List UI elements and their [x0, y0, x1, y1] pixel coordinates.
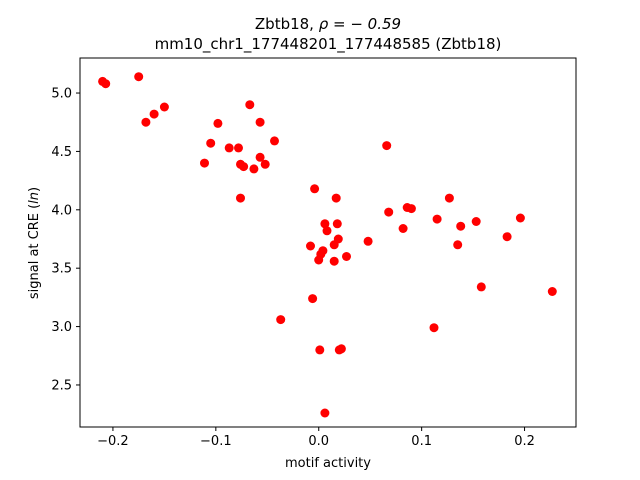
data-point-38 [342, 252, 351, 261]
data-point-17 [255, 152, 265, 162]
data-point-4 [149, 109, 159, 119]
x-axis-ticks: −0.2 −0.1 0.0 0.1 0.2 [97, 427, 535, 449]
data-point-46 [432, 214, 442, 224]
y-tick-label: 4.0 [51, 203, 72, 218]
data-point-29 [320, 408, 330, 418]
data-point-30 [322, 226, 332, 236]
x-axis-label: motif activity [285, 456, 371, 471]
data-point-5 [159, 102, 169, 112]
data-point-1 [101, 79, 111, 89]
x-tick-label: −0.1 [200, 434, 232, 449]
data-point-13 [239, 162, 249, 172]
data-point-10 [234, 143, 243, 153]
y-tick-label: 4.5 [51, 145, 72, 160]
y-axis-label: signal at CRE (ln) [27, 187, 42, 299]
data-point-25 [315, 345, 325, 355]
data-point-37 [336, 344, 346, 354]
data-point-42 [398, 224, 408, 233]
y-tick-label: 2.5 [51, 378, 72, 393]
data-point-44 [406, 204, 416, 214]
data-point-49 [456, 221, 466, 231]
data-point-18 [260, 159, 270, 169]
data-points [98, 72, 557, 418]
data-point-12 [236, 193, 245, 203]
y-axis-ticks: 2.5 3.0 3.5 4.0 4.5 5.0 [51, 87, 80, 393]
data-point-28 [320, 219, 330, 229]
data-point-47 [444, 193, 454, 203]
y-tick-label: 3.0 [51, 320, 72, 335]
data-point-35 [333, 234, 343, 244]
data-point-7 [206, 138, 216, 148]
data-point-27 [318, 246, 328, 256]
data-point-54 [547, 287, 557, 296]
y-axis-label-math: ln [27, 192, 42, 204]
x-tick-label: −0.2 [97, 434, 129, 449]
data-point-40 [382, 141, 392, 151]
y-axis-label-suffix: ) [27, 187, 42, 192]
data-point-34 [332, 219, 342, 229]
y-tick-label: 3.5 [51, 262, 72, 277]
data-point-2 [134, 72, 144, 82]
data-point-32 [329, 256, 339, 266]
x-tick-label: 0.0 [308, 434, 329, 449]
data-point-21 [306, 241, 315, 251]
data-point-6 [200, 158, 209, 168]
data-point-16 [255, 117, 265, 127]
data-point-45 [429, 323, 439, 333]
chart-title-line1: Zbtb18, ρ = − 0.59 [255, 15, 401, 33]
data-point-22 [308, 294, 318, 304]
data-point-33 [331, 193, 341, 203]
data-point-48 [453, 240, 463, 250]
data-point-41 [384, 207, 394, 217]
data-point-51 [476, 282, 486, 292]
data-point-39 [363, 236, 373, 246]
chart-title-math: ρ = − 0.59 [319, 15, 401, 33]
data-point-23 [310, 184, 320, 194]
data-point-20 [276, 315, 286, 325]
y-axis-label-prefix: signal at CRE ( [27, 204, 42, 299]
y-tick-label: 5.0 [51, 87, 72, 102]
data-point-19 [270, 136, 279, 146]
data-point-15 [249, 164, 259, 174]
data-point-53 [515, 213, 525, 223]
x-tick-label: 0.1 [411, 434, 432, 449]
data-point-8 [213, 118, 223, 128]
data-point-3 [141, 117, 151, 127]
chart-title-line2: mm10_chr1_177448201_177448585 (Zbtb18) [155, 35, 502, 54]
data-point-14 [245, 100, 255, 110]
plot-area-frame [79, 57, 577, 428]
chart-title-prefix: Zbtb18, [255, 15, 319, 33]
data-point-50 [471, 217, 481, 226]
x-tick-label: 0.2 [514, 434, 535, 449]
data-point-9 [224, 143, 234, 153]
data-point-52 [502, 232, 512, 242]
